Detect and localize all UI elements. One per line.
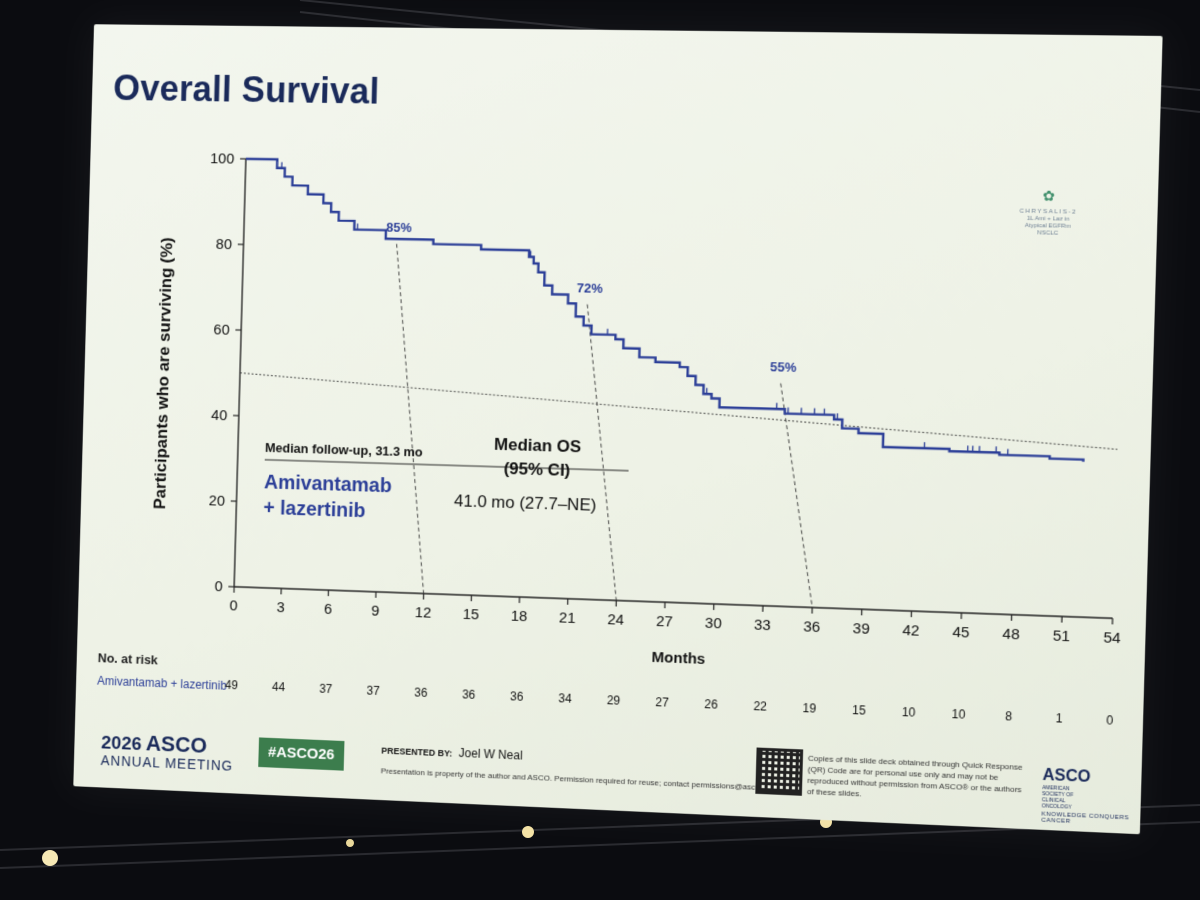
y-tick-label: 60 bbox=[213, 322, 230, 338]
x-tick-label: 6 bbox=[324, 602, 333, 618]
presentation-slide: Overall Survival ✿ CHRYSALIS-2 1L Ami + … bbox=[73, 24, 1163, 835]
landmark-label: 72% bbox=[577, 280, 604, 296]
risk-count: 10 bbox=[951, 706, 966, 722]
stage-light-icon bbox=[522, 826, 534, 838]
y-tick-label: 40 bbox=[211, 408, 228, 424]
risk-count: 49 bbox=[224, 677, 239, 693]
risk-count: 34 bbox=[558, 691, 572, 706]
property-note: Presentation is property of the author a… bbox=[380, 766, 777, 793]
x-tick-label: 45 bbox=[952, 625, 970, 642]
x-tick-label: 21 bbox=[559, 610, 576, 627]
y-tick-label: 80 bbox=[216, 237, 233, 253]
qr-note: Copies of this slide deck obtained throu… bbox=[806, 753, 1023, 799]
arm-label-line1: Amivantamab bbox=[263, 471, 393, 498]
x-tick-label: 42 bbox=[902, 623, 920, 640]
risk-count: 36 bbox=[509, 689, 524, 704]
risk-count: 44 bbox=[271, 679, 286, 695]
y-tick-label: 20 bbox=[209, 493, 226, 509]
x-tick-label: 12 bbox=[415, 605, 432, 622]
y-tick-label: 0 bbox=[214, 579, 222, 595]
stage-light-icon bbox=[346, 839, 354, 847]
risk-count: 1 bbox=[1055, 711, 1063, 726]
risk-table-header: No. at risk bbox=[97, 650, 159, 668]
survival-line bbox=[238, 159, 1091, 462]
x-tick-label: 51 bbox=[1053, 628, 1071, 645]
logo-sub: AMERICAN SOCIETY OF CLINICAL ONCOLOGY bbox=[1041, 784, 1074, 811]
qr-code-icon[interactable] bbox=[755, 747, 804, 796]
risk-count: 27 bbox=[655, 695, 670, 710]
x-tick-label: 18 bbox=[511, 608, 528, 625]
risk-count: 26 bbox=[704, 697, 718, 712]
x-tick-label: 36 bbox=[803, 619, 820, 636]
risk-count: 29 bbox=[606, 693, 621, 708]
x-tick-label: 30 bbox=[705, 616, 722, 633]
y-tick-label: 100 bbox=[210, 151, 235, 167]
risk-count: 0 bbox=[1105, 713, 1114, 728]
landmark-line bbox=[774, 383, 818, 607]
risk-count: 15 bbox=[851, 702, 866, 718]
x-axis-line bbox=[234, 587, 1112, 619]
x-tick-label: 54 bbox=[1103, 630, 1121, 647]
presenter-name: Joel W Neal bbox=[458, 745, 523, 763]
risk-count: 10 bbox=[901, 704, 916, 720]
median-os-header: Median OS bbox=[493, 434, 582, 457]
landmark-label: 55% bbox=[770, 359, 797, 375]
median-reference-line bbox=[239, 373, 1119, 450]
presented-by: PRESENTED BY: Joel W Neal bbox=[381, 743, 523, 763]
x-axis-label: Months bbox=[652, 650, 706, 668]
landmark-line bbox=[587, 304, 617, 601]
chart-axes bbox=[234, 159, 1125, 618]
x-tick-label: 9 bbox=[371, 603, 380, 619]
landmark-guides bbox=[234, 241, 1123, 618]
x-tick-label: 27 bbox=[656, 614, 673, 631]
logo-tagline: KNOWLEDGE CONQUERS CANCER bbox=[1041, 811, 1130, 826]
meeting-logo: 2026 ASCO ANNUAL MEETING bbox=[101, 729, 234, 774]
landmark-line bbox=[387, 244, 433, 594]
risk-count: 36 bbox=[461, 687, 476, 702]
landmark-label: 85% bbox=[386, 220, 412, 236]
arm-label-line2: + lazertinib bbox=[263, 497, 366, 523]
asco-society-logo: ASCO AMERICAN SOCIETY OF CLINICAL ONCOLO… bbox=[1041, 767, 1141, 828]
risk-count: 36 bbox=[414, 685, 428, 700]
logo-name: ASCO bbox=[1042, 766, 1091, 787]
x-tick-label: 39 bbox=[852, 621, 869, 638]
stage-light-icon bbox=[42, 850, 58, 866]
x-tick-label: 3 bbox=[276, 600, 285, 616]
hashtag-badge: #ASCO26 bbox=[258, 737, 345, 771]
risk-count: 37 bbox=[366, 683, 380, 698]
risk-count: 8 bbox=[1005, 709, 1013, 724]
x-tick-label: 24 bbox=[607, 612, 624, 629]
y-axis-label: Participants who are surviving (%) bbox=[150, 237, 176, 509]
presented-label: PRESENTED BY: bbox=[381, 745, 453, 759]
chart-labels: 85% 72% 55% bbox=[386, 220, 797, 375]
x-tick-label: 48 bbox=[1002, 626, 1020, 643]
x-tick-label: 33 bbox=[754, 617, 771, 634]
meeting-name: ANNUAL MEETING bbox=[100, 752, 234, 774]
x-tick-label: 0 bbox=[229, 598, 237, 614]
risk-count: 19 bbox=[802, 701, 817, 716]
risk-count: 22 bbox=[753, 699, 768, 714]
ci-header: (95% CI) bbox=[503, 459, 571, 480]
survival-curve bbox=[238, 159, 1091, 462]
x-tick-label: 15 bbox=[462, 607, 479, 624]
risk-count: 37 bbox=[319, 681, 333, 697]
